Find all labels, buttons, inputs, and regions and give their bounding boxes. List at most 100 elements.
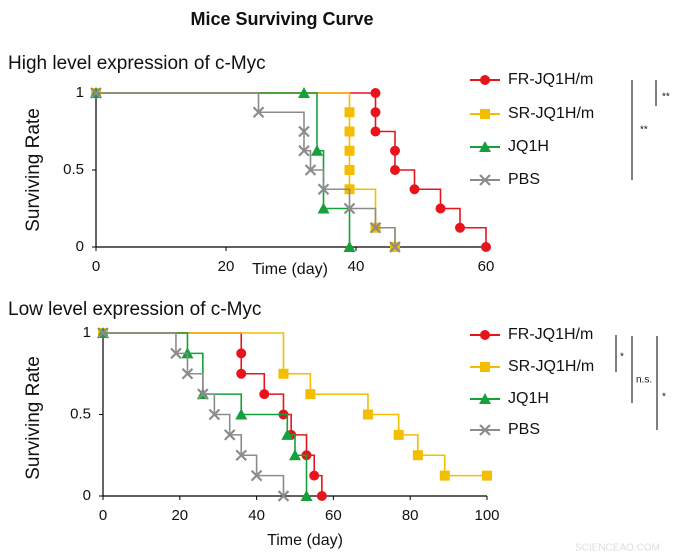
y-axis-label: Surviving Rate	[23, 108, 44, 232]
marker	[90, 87, 102, 99]
x-tick-label: 0	[92, 258, 100, 275]
marker	[343, 241, 356, 252]
marker	[412, 450, 423, 461]
legend-label: PBS	[508, 171, 540, 188]
marker	[370, 107, 381, 118]
marker	[390, 165, 400, 175]
marker	[344, 165, 355, 175]
marker	[393, 429, 404, 440]
legend-marker	[479, 393, 491, 404]
marker	[277, 490, 290, 502]
legend-label: FR-JQ1H/m	[508, 71, 593, 88]
marker	[304, 164, 317, 176]
marker	[197, 388, 209, 400]
marker	[370, 88, 381, 98]
marker	[389, 241, 401, 253]
survival-line	[103, 332, 323, 496]
survival-line	[96, 92, 487, 247]
marker	[181, 367, 194, 380]
marker	[344, 107, 355, 118]
marker	[235, 449, 248, 462]
x-tick-label: 0	[99, 507, 107, 524]
marker	[170, 347, 182, 360]
marker	[390, 145, 400, 156]
marker	[481, 242, 491, 252]
legend-label: SR-JQ1H/m	[508, 105, 594, 122]
y-tick-label: 1	[76, 84, 84, 101]
marker	[311, 144, 323, 156]
figure-title: Mice Surviving Curve	[190, 9, 373, 29]
marker	[317, 183, 330, 196]
marker	[236, 348, 247, 359]
marker	[455, 222, 465, 233]
legend-marker	[480, 109, 490, 119]
y-tick-label: 1	[83, 324, 91, 341]
marker	[250, 469, 263, 482]
chart-title: High level expression of c-Myc	[8, 53, 266, 74]
legend-marker	[480, 362, 490, 372]
significance-label: *	[662, 392, 666, 403]
marker	[309, 470, 320, 481]
x-axis-label: Time (day)	[267, 532, 343, 549]
marker	[300, 490, 313, 501]
marker	[281, 428, 294, 440]
significance-label: *	[620, 352, 624, 363]
watermark: SCIENCEAO.COM	[575, 543, 660, 554]
marker	[482, 470, 492, 481]
x-tick-label: 60	[325, 507, 342, 524]
marker	[344, 126, 355, 137]
marker	[369, 221, 382, 234]
legend-marker	[480, 75, 490, 85]
y-tick-label: 0.5	[70, 405, 91, 422]
legend-label: JQ1H	[508, 138, 549, 155]
legend-label: PBS	[508, 421, 540, 438]
significance-label: **	[640, 125, 648, 136]
x-tick-label: 100	[474, 507, 499, 524]
marker	[370, 126, 381, 137]
marker	[344, 145, 355, 156]
marker	[252, 106, 265, 119]
marker	[235, 408, 248, 420]
marker	[298, 87, 310, 98]
x-tick-label: 40	[248, 507, 265, 524]
marker	[316, 491, 327, 501]
marker	[236, 368, 247, 379]
marker	[362, 409, 373, 420]
y-tick-label: 0	[76, 238, 84, 255]
significance-label: **	[662, 92, 670, 103]
legend-marker	[479, 424, 491, 436]
marker	[317, 202, 330, 214]
significance-label: n.s.	[636, 375, 652, 386]
survival-line	[103, 332, 308, 496]
survival-line	[96, 92, 396, 247]
x-tick-label: 60	[478, 258, 495, 275]
marker	[259, 389, 270, 400]
marker	[278, 368, 289, 379]
legend-label: SR-JQ1H/m	[508, 358, 594, 375]
chart-title: Low level expression of c-Myc	[8, 299, 261, 320]
x-tick-label: 20	[171, 507, 188, 524]
marker	[439, 470, 450, 481]
legend-marker	[479, 141, 491, 152]
marker	[223, 429, 236, 441]
y-tick-label: 0	[83, 487, 91, 504]
x-axis-label: Time (day)	[252, 261, 328, 278]
y-axis-label: Surviving Rate	[23, 356, 44, 480]
marker	[298, 144, 310, 157]
marker	[305, 389, 316, 400]
marker	[343, 202, 356, 215]
legend-marker	[480, 330, 490, 340]
x-tick-label: 40	[348, 258, 365, 275]
marker	[97, 327, 109, 339]
legend-label: JQ1H	[508, 390, 549, 407]
x-tick-label: 80	[402, 507, 419, 524]
marker	[208, 408, 221, 421]
marker	[298, 125, 310, 138]
marker	[435, 203, 446, 214]
legend-label: FR-JQ1H/m	[508, 326, 593, 343]
y-tick-label: 0.5	[63, 161, 84, 178]
marker	[409, 184, 420, 195]
x-tick-label: 20	[218, 258, 235, 275]
legend-marker	[479, 174, 491, 186]
